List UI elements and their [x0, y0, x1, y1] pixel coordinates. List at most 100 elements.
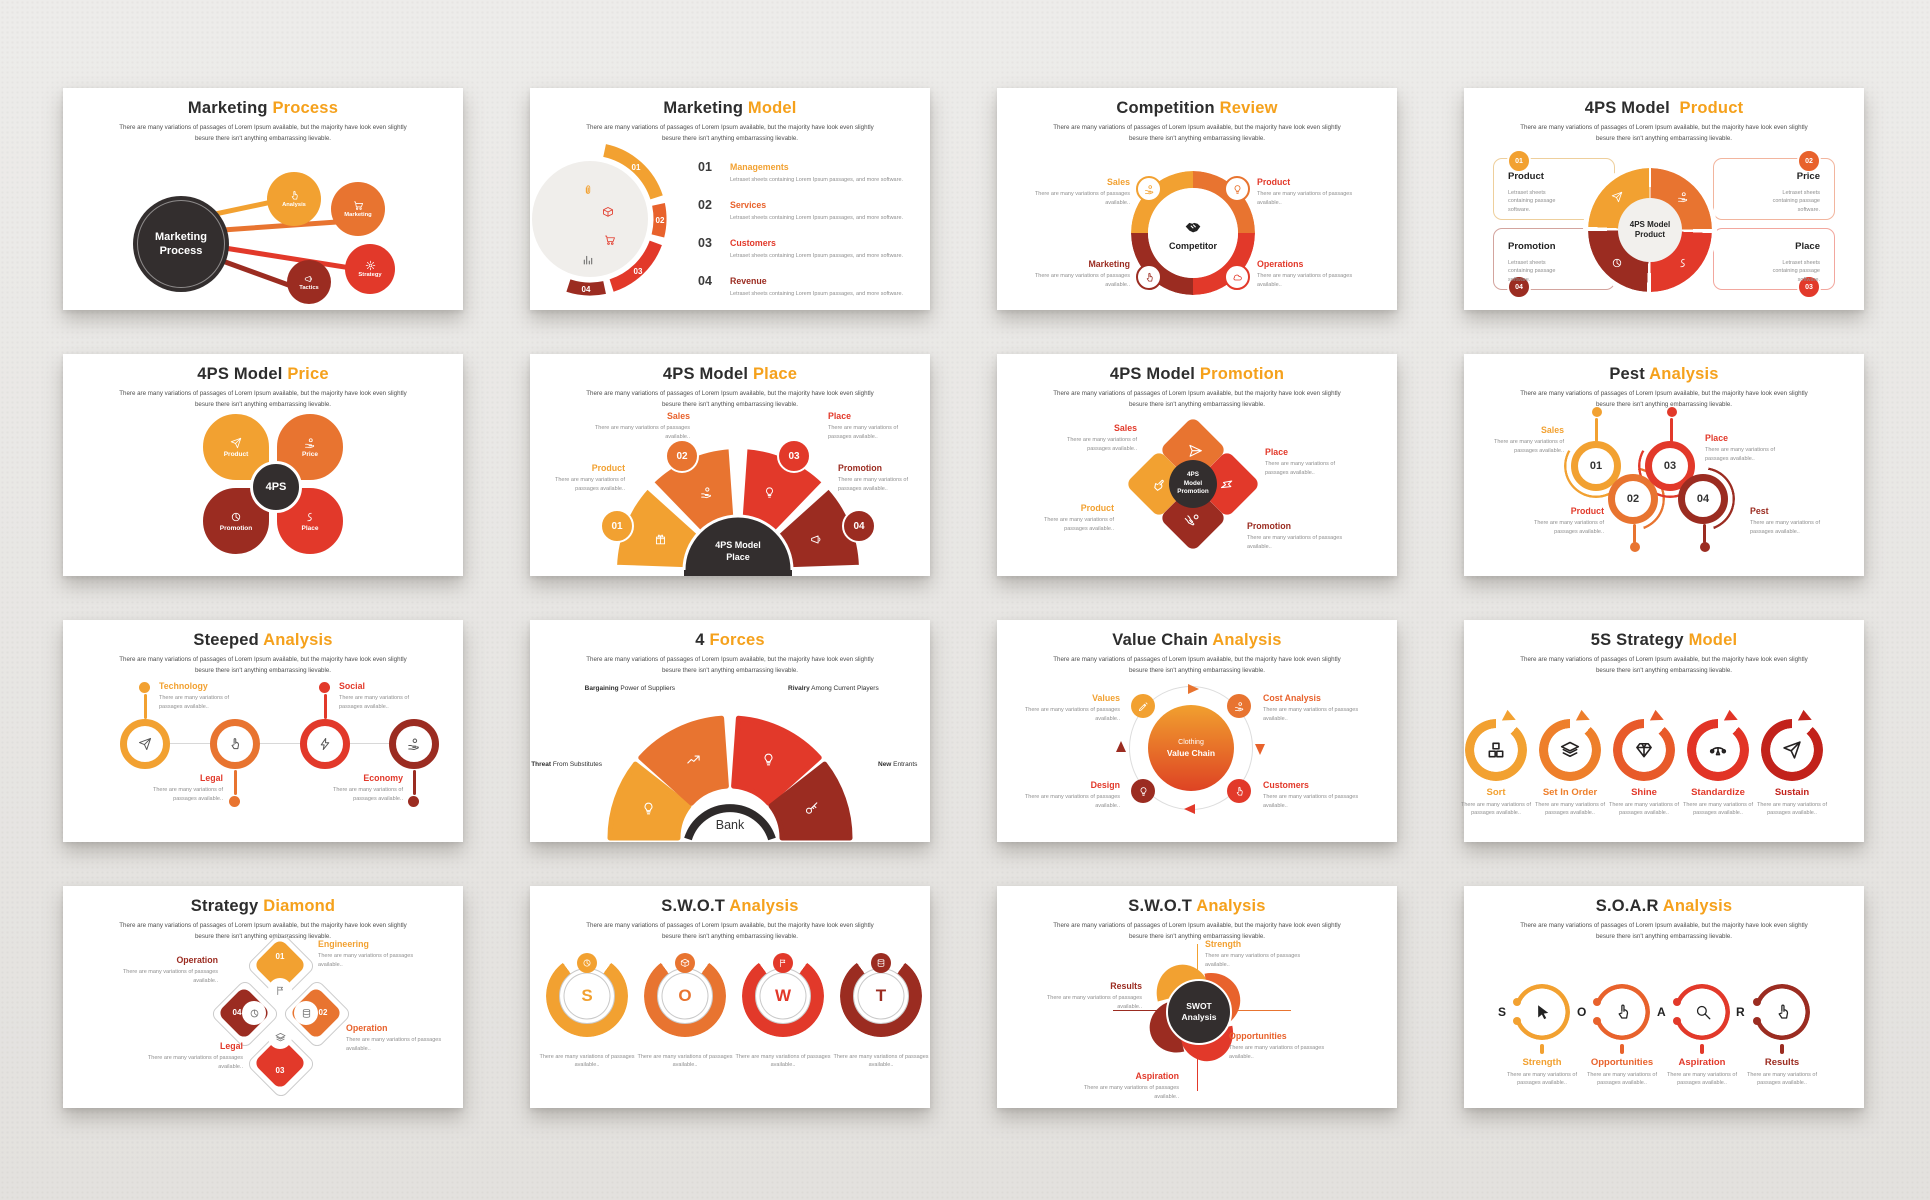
step-sustain: Sustain There are many variations of pass…	[1756, 787, 1827, 817]
balloon-analysis: Analysis	[267, 172, 321, 226]
database-icon	[876, 958, 886, 968]
slide-soar-analysis[interactable]: S.O.A.R Analysis There are many variatio…	[1464, 886, 1864, 1108]
list-label: Managements	[730, 162, 789, 172]
stem-dot	[1667, 407, 1677, 417]
title-black: S.W.O.T	[1128, 897, 1193, 915]
badge-04: 04	[1507, 275, 1531, 299]
marketing-hand-icon	[1144, 272, 1155, 283]
t-top-icon	[871, 953, 891, 973]
sales-satellite	[1136, 176, 1162, 202]
layers-icon	[275, 1032, 286, 1043]
label-promotion: Promotion There are many variations of pa…	[1247, 521, 1343, 550]
title-black: Marketing	[187, 99, 268, 117]
slide-subtitle: There are many variations of passages of…	[119, 390, 407, 409]
label-bargaining: Bargaining Power of Suppliers	[584, 685, 675, 692]
flag-icon	[275, 985, 286, 996]
o-body: There are many variations of passages av…	[637, 1053, 733, 1069]
s-top-icon	[577, 953, 597, 973]
box-place: 03 Place Letraset sheets containing pass…	[1713, 228, 1835, 299]
ring-dot	[1673, 1017, 1681, 1025]
title-accent: Place	[752, 365, 798, 383]
step-sort: Sort There are many variations of passage…	[1460, 787, 1531, 817]
badge-03: 03	[1797, 275, 1821, 299]
database-icon	[301, 1008, 312, 1019]
cost-node	[1227, 694, 1251, 718]
label-social: Social There are many variations of passa…	[339, 681, 410, 710]
ring-technology	[120, 719, 170, 769]
w-body: There are many variations of passages av…	[735, 1053, 831, 1069]
slide-4ps-model-promotion[interactable]: 4PS Model Promotion There are many varia…	[997, 354, 1397, 576]
petal-product: Product	[200, 411, 272, 483]
label-operation-2: Operation There are many variations of pa…	[346, 1023, 442, 1052]
title-black: 4PS Model	[1109, 365, 1196, 383]
diamond-icon	[1634, 740, 1654, 760]
tick	[1620, 1044, 1624, 1054]
customers-node	[1227, 779, 1251, 803]
label-place: Place There are many variations of passag…	[1265, 447, 1336, 476]
slide-title: 5S Strategy Model	[1464, 631, 1864, 650]
slide-marketing-model[interactable]: Marketing Model There are many variation…	[530, 88, 930, 310]
slide-subtitle: There are many variations of passages of…	[586, 922, 874, 941]
slide-title: Value Chain Analysis	[997, 631, 1397, 650]
svg-text:02: 02	[656, 216, 665, 225]
cart-icon	[604, 234, 616, 246]
slide-gallery: Marketing Process There are many variati…	[63, 88, 1864, 1108]
label-opportunities: Opportunities There are many variations o…	[1586, 1057, 1657, 1087]
title-accent: Diamond	[263, 897, 336, 915]
slide-subtitle: There are many variations of passages of…	[119, 656, 407, 675]
badge-04: 04	[842, 509, 876, 543]
label-product: Product There are many variations of pass…	[1533, 506, 1604, 535]
slide-marketing-process[interactable]: Marketing Process There are many variati…	[63, 88, 463, 310]
handshake-icon	[1182, 216, 1204, 238]
stem-dot	[1630, 542, 1640, 552]
layers-notch	[268, 1025, 292, 1049]
letter-w: W	[755, 968, 811, 1024]
plane-icon	[138, 737, 152, 751]
ring-legal	[210, 719, 260, 769]
swot-center-label: SWOT Analysis	[1166, 979, 1232, 1045]
slide-swot-analysis-petals[interactable]: S.W.O.T Analysis There are many variatio…	[997, 886, 1397, 1108]
letter-a: A	[1657, 1005, 1666, 1019]
place-center-label: 4PS Model Place	[715, 540, 761, 562]
slide-swot-analysis-badges[interactable]: S.W.O.T Analysis There are many variatio…	[530, 886, 930, 1108]
title-black: 4PS Model	[197, 365, 283, 383]
product-bulb-icon	[1232, 184, 1243, 195]
slide-strategy-diamond[interactable]: Strategy Diamond There are many variatio…	[63, 886, 463, 1108]
slide-pest-analysis[interactable]: Pest Analysis There are many variations …	[1464, 354, 1864, 576]
slide-4ps-model-place[interactable]: 4PS Model Place There are many variation…	[530, 354, 930, 576]
list-num: 04	[698, 274, 712, 288]
slide-4ps-model-product[interactable]: 4PS Model Product There are many variati…	[1464, 88, 1864, 310]
list-body: Letraset sheets containing Lorem Ipsum p…	[730, 252, 904, 259]
title-accent: Price	[287, 365, 329, 383]
pie-icon	[1611, 257, 1623, 269]
slide-competition-review[interactable]: Competition Review There are many variat…	[997, 88, 1397, 310]
slide-4-forces[interactable]: 4 Forces There are many variations of pa…	[530, 620, 930, 842]
letter-r: R	[1736, 1005, 1745, 1019]
slide-subtitle: There are many variations of passages of…	[1520, 656, 1808, 675]
slide-5s-strategy-model[interactable]: 5S Strategy Model There are many variati…	[1461, 620, 1864, 842]
hand-point-icon	[1614, 1003, 1632, 1021]
orbit-arrow-right	[1255, 744, 1265, 755]
competitor-center: Competitor	[1148, 188, 1238, 278]
title-accent: Analysis	[1662, 897, 1733, 915]
slide-subtitle: There are many variations of passages of…	[1053, 922, 1341, 941]
axis-line	[1197, 1036, 1198, 1091]
axis-line	[1225, 1010, 1291, 1011]
label-product: Product There are many variations of pass…	[554, 463, 625, 492]
idea-bulb-icon	[1138, 786, 1149, 797]
ring-04: 04	[1678, 474, 1728, 524]
title-black: 4PS Model	[662, 365, 749, 383]
box-title: Product	[1508, 171, 1544, 182]
balloon-label: Tactics	[299, 284, 319, 291]
box-icon	[602, 206, 614, 218]
slide-value-chain-analysis[interactable]: Value Chain Analysis There are many vari…	[997, 620, 1397, 842]
box-icon	[680, 958, 690, 968]
slide-steeped-analysis[interactable]: Steeped Analysis There are many variatio…	[63, 620, 463, 842]
slide-4ps-model-price[interactable]: 4PS Model Price There are many variation…	[63, 354, 463, 576]
label-customers: Customers There are many variations of pa…	[1263, 780, 1359, 809]
strategy-gear-icon	[365, 260, 376, 271]
ring-dot	[1513, 998, 1521, 1006]
ring-a	[1674, 984, 1730, 1040]
hand-coin-icon	[304, 437, 316, 449]
title-black: Pest	[1609, 365, 1645, 383]
